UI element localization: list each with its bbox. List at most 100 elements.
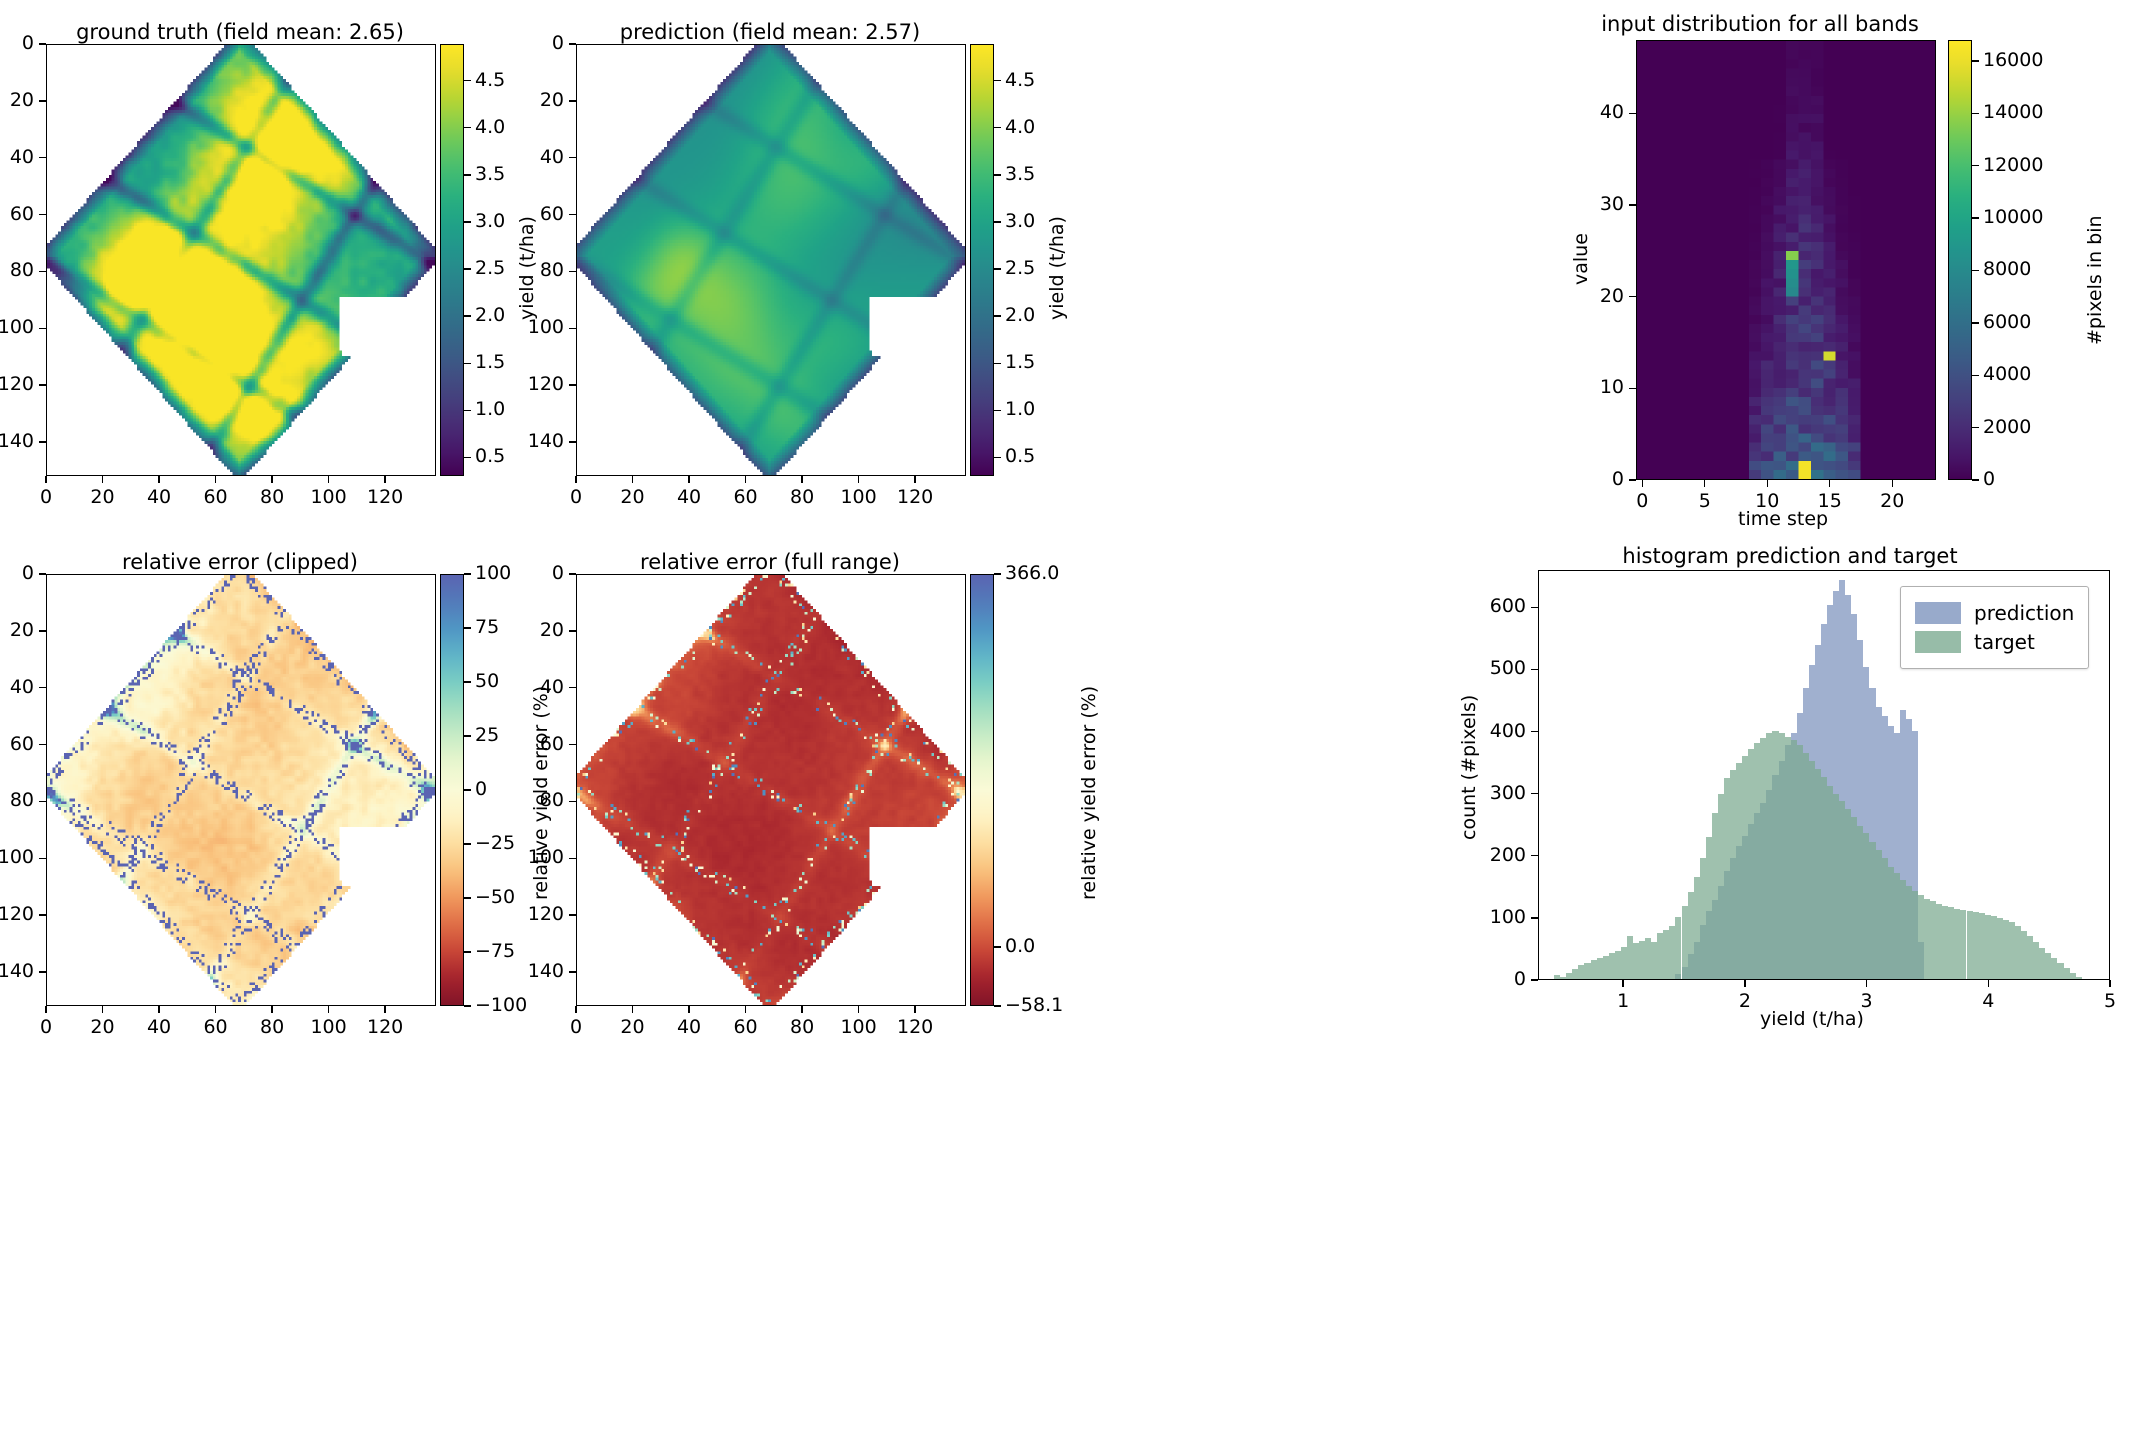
colorbar-tick-mark (464, 268, 471, 270)
x-tick-mark (575, 1006, 577, 1013)
colorbar-tick-label: 2.5 (1005, 257, 1036, 280)
y-tick-label: 0 (551, 32, 564, 54)
colorbar-tick-mark (464, 897, 471, 899)
colorbar-tick-label: 2.0 (1005, 304, 1036, 327)
histogram-bar (1942, 906, 1949, 979)
x-tick-mark (914, 476, 916, 483)
histogram-legend[interactable]: prediction target (1900, 586, 2090, 669)
y-tick-mark (569, 800, 576, 803)
colorbar-tick-mark (994, 315, 1001, 317)
colorbar-tick-label: 3.0 (475, 209, 506, 232)
x-tick-label: 40 (676, 486, 702, 508)
x-tick-label: 60 (203, 486, 228, 508)
colorbar-tick-label: 0 (475, 778, 488, 800)
x-tick-mark (45, 476, 47, 483)
y-tick-label: 400 (1489, 719, 1526, 742)
x-tick-mark (384, 476, 386, 483)
ef-ax-image (577, 575, 965, 1005)
x-tick-label: 100 (840, 486, 877, 508)
histogram-bar (1681, 906, 1688, 979)
y-tick-mark (39, 630, 46, 632)
histogram-bar (1869, 841, 1876, 979)
legend-item-prediction[interactable]: prediction (1915, 601, 2074, 625)
histogram-x-label: yield (t/ha) (1760, 1008, 1864, 1030)
x-tick-mark (158, 1006, 160, 1013)
histogram-bar (1796, 745, 1803, 979)
colorbar-tick-mark (464, 1005, 471, 1007)
y-tick-mark (39, 384, 46, 386)
histogram-bar (1948, 907, 1955, 979)
y-tick-mark (1531, 606, 1538, 608)
histogram-bar (2039, 948, 2046, 979)
input-distribution-image (1637, 41, 1935, 479)
y-tick-mark (1629, 204, 1636, 206)
x-tick-mark (914, 1006, 916, 1013)
histogram-bar (2063, 967, 2070, 979)
y-tick-label: 60 (9, 202, 34, 225)
x-tick-label: 20 (90, 486, 115, 508)
y-tick-label: 40 (539, 675, 564, 698)
y-tick-label: 300 (1489, 781, 1526, 804)
x-tick-label: 120 (896, 1016, 934, 1038)
y-tick-mark (39, 100, 46, 102)
colorbar-tick-label: 1.0 (475, 398, 506, 421)
y-tick-label: 0 (551, 562, 564, 584)
input-distribution-colorbar-label: #pixels in bin (2084, 215, 2106, 345)
pr-ax-image (577, 45, 965, 475)
histogram-bar (1839, 580, 1846, 979)
colorbar-tick-label: 1.5 (475, 351, 506, 374)
y-tick-mark (39, 327, 46, 329)
colorbar-tick-label: 4.5 (1005, 68, 1036, 91)
histogram-bar (1790, 740, 1797, 979)
ground-truth-colorbar (440, 44, 464, 476)
histogram-bar (1930, 901, 1937, 979)
relative-error-clipped-title: relative error (clipped) (122, 550, 358, 574)
x-tick-mark (744, 1006, 747, 1013)
y-tick-label: 40 (9, 675, 34, 698)
histogram-bar (1590, 960, 1597, 979)
panel-ground-truth: ground truth (field mean: 2.65) 0 20 40 60 8… (0, 0, 720, 520)
y-tick-label: 20 (539, 88, 564, 111)
histogram-bar (1711, 813, 1718, 979)
histogram-bar (1693, 877, 1700, 979)
prediction-colorbar (970, 44, 994, 476)
ground-truth-axes (46, 44, 436, 476)
y-tick-label: 80 (539, 259, 564, 282)
prediction-colorbar-label: yield (t/ha) (1046, 216, 1068, 320)
x-tick-label: 60 (733, 1016, 758, 1038)
colorbar-tick-label: −25 (475, 832, 516, 854)
y-tick-label: 120 (0, 373, 34, 396)
histogram-bar (1699, 858, 1706, 979)
relative-error-full-colorbar-label: relative yield error (%) (1078, 685, 1100, 900)
x-tick-label: 120 (366, 1016, 404, 1038)
colorbar-tick-mark (1972, 60, 1979, 62)
histogram-bar (1802, 752, 1809, 979)
colorbar-tick-label: 50 (475, 670, 500, 692)
histogram-bar (1875, 850, 1882, 979)
colorbar-tick-label: 2000 (1983, 415, 2032, 438)
histogram-bar (2027, 935, 2034, 979)
histogram-bar (1742, 756, 1749, 979)
colorbar-tick-mark (994, 174, 1001, 176)
panel-relative-error-clipped: relative error (clipped) 0 20 40 60 80 100 120… (0, 530, 720, 1050)
y-tick-mark (569, 156, 576, 159)
colorbar-tick-mark (1972, 217, 1979, 219)
panel-histogram: histogram prediction and target 0 100 200 3… (1430, 530, 2131, 1040)
legend-item-target[interactable]: target (1915, 630, 2074, 654)
x-tick-mark (857, 1006, 860, 1013)
y-tick-label: 0 (21, 32, 34, 54)
colorbar-tick-mark (994, 362, 1001, 364)
y-tick-label: 600 (1489, 595, 1526, 618)
histogram-bar (2015, 925, 2022, 979)
histogram-bar (1651, 941, 1658, 979)
x-tick-mark (45, 1006, 47, 1013)
colorbar-tick-mark (1972, 112, 1979, 115)
colorbar-tick-label: 4.5 (475, 68, 506, 91)
colorbar-tick-mark (464, 174, 471, 176)
x-tick-mark (744, 476, 747, 483)
histogram-bar (1820, 777, 1828, 979)
histogram-bar (1717, 793, 1724, 979)
colorbar-tick-mark (464, 681, 471, 683)
y-tick-label: 60 (539, 202, 564, 225)
x-tick-mark (1987, 980, 1989, 987)
